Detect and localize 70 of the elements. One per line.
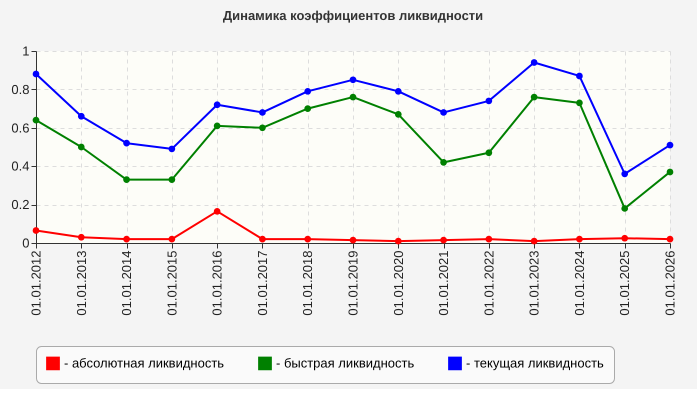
x-tick-label: 01.01.2019 [346, 250, 360, 316]
y-tick-label: 0.8 [11, 82, 30, 97]
x-tick-label: 01.01.2017 [254, 250, 270, 316]
point [350, 94, 356, 100]
point [394, 111, 402, 118]
point [530, 94, 538, 100]
point [486, 236, 492, 243]
x-tick-label: 01.01.2014 [119, 250, 134, 316]
point [78, 112, 85, 120]
x-tick-label: 01.01.2020 [390, 250, 406, 316]
x-tick-label: 01.01.2012 [28, 250, 44, 316]
point [350, 236, 356, 244]
y-tick-label: 0.2 [11, 197, 30, 212]
legend-label: - текущая ликвидность [466, 355, 604, 370]
point [123, 140, 130, 147]
point [350, 76, 356, 84]
x-tick-label: 01.01.2015 [164, 250, 180, 316]
x-tick-label: 01.01.2018 [300, 250, 316, 316]
point [123, 236, 130, 243]
point [666, 168, 674, 176]
point [214, 122, 220, 130]
x-tick-label: 01.01.2024 [572, 250, 587, 316]
point [214, 208, 220, 215]
point [621, 234, 628, 242]
x-tick-label: 01.01.2025 [617, 250, 632, 316]
legend-label: - быстрая ликвидность [276, 355, 414, 370]
point [394, 238, 402, 244]
point [621, 170, 628, 178]
chart-title: Динамика коэффициентов ликвидности [222, 8, 484, 23]
x-tick-label: 01.01.2022 [481, 250, 496, 316]
x-tick-label: 01.01.2023 [526, 250, 542, 316]
point [576, 99, 583, 106]
point [32, 70, 40, 78]
point [259, 109, 266, 116]
y-tick-label: 0 [22, 236, 30, 250]
y-tick-label: 0.6 [11, 120, 30, 136]
point [666, 236, 674, 243]
x-tick-label: 01.01.2016 [210, 250, 225, 316]
point [123, 176, 130, 183]
point [259, 236, 266, 243]
x-tick-label: 01.01.2026 [662, 250, 678, 316]
point [304, 105, 312, 112]
point [486, 149, 492, 156]
point [304, 236, 312, 243]
point [440, 159, 447, 166]
point [259, 124, 266, 132]
y-tick-label: 1 [22, 44, 30, 58]
point [440, 236, 447, 244]
point [304, 88, 312, 95]
point [576, 72, 583, 80]
point [621, 205, 628, 212]
y-tick-label: 0.4 [11, 158, 30, 174]
point [168, 236, 176, 243]
point [576, 236, 583, 243]
point [486, 98, 492, 104]
point [530, 238, 538, 244]
point [168, 176, 176, 183]
point [440, 109, 447, 116]
point [78, 144, 85, 150]
point [530, 59, 538, 66]
x-tick-label: 01.01.2013 [74, 250, 89, 316]
point [168, 146, 176, 152]
legend-label: - абсолютная ликвидность [64, 355, 224, 370]
x-tick-label: 01.01.2021 [436, 250, 452, 316]
point [214, 101, 220, 108]
point [666, 142, 674, 148]
point [78, 234, 85, 241]
point [394, 88, 402, 95]
point [32, 116, 40, 124]
point [32, 227, 40, 234]
